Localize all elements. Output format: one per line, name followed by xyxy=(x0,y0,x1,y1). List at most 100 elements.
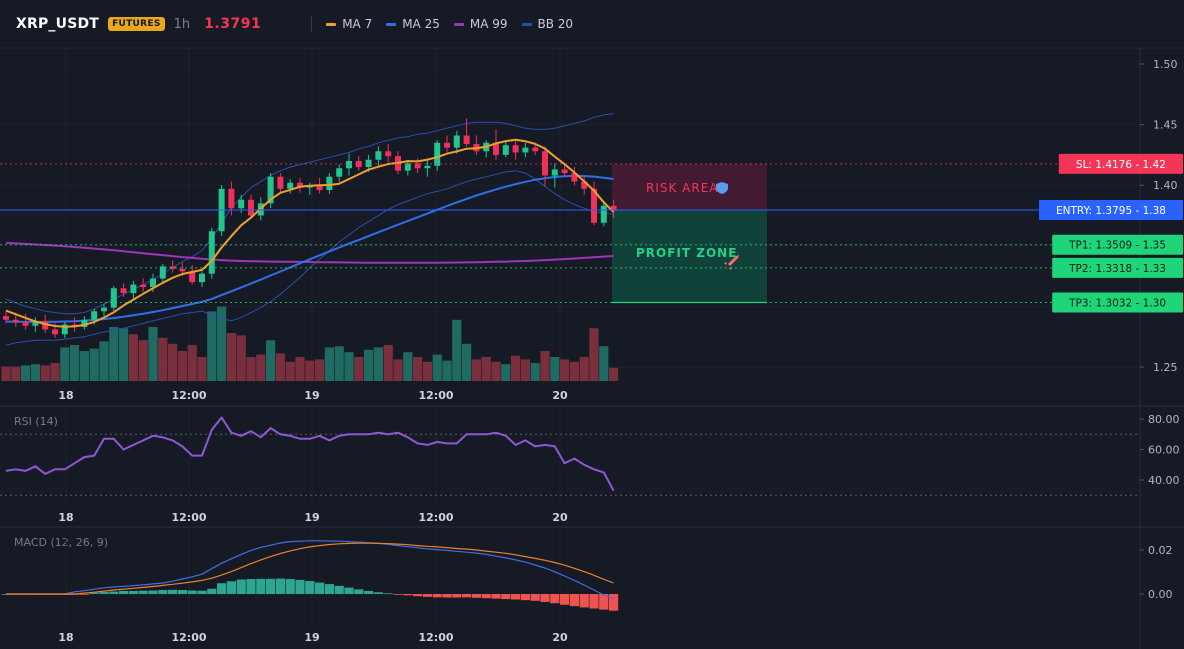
ma99-line xyxy=(5,241,614,264)
volume-bar xyxy=(452,319,462,381)
symbol-name[interactable]: XRP_USDT xyxy=(16,16,100,32)
level-label: ENTRY: 1.3795 - 1.38 xyxy=(1056,205,1166,217)
candle-body xyxy=(522,147,529,153)
macd-histogram-bar xyxy=(177,590,187,594)
macd-histogram-bar xyxy=(99,592,109,594)
volume-bar xyxy=(540,351,550,381)
volume-bar xyxy=(413,357,423,381)
legend-ma7[interactable]: MA 7 xyxy=(326,17,372,31)
macd-histogram-bar xyxy=(148,590,158,594)
candle-body xyxy=(365,159,372,168)
profit-zone xyxy=(612,210,767,303)
macd-histogram-bar xyxy=(285,579,295,594)
volume-bar xyxy=(50,363,60,381)
rsi-tick-label: 80.00 xyxy=(1148,413,1180,426)
macd-tick-label: 0.00 xyxy=(1148,588,1173,601)
candle-body xyxy=(600,205,607,223)
volume-bar xyxy=(70,345,80,381)
candle-body xyxy=(22,322,29,326)
candle-body xyxy=(61,324,68,335)
time-tick-label: 12:00 xyxy=(418,389,453,402)
candle-body xyxy=(91,311,98,320)
bb-lower-line xyxy=(5,170,614,346)
macd-histogram-bar xyxy=(393,594,403,595)
candle-body xyxy=(355,160,362,168)
candle-body xyxy=(453,135,460,148)
volume-bar xyxy=(364,349,374,381)
bb20-swatch xyxy=(521,22,532,26)
volume-bar xyxy=(569,361,579,381)
volume-bar xyxy=(168,343,178,381)
candle-body xyxy=(101,307,107,312)
legend-ma99[interactable]: MA 99 xyxy=(453,17,508,31)
level-badge xyxy=(1052,292,1183,313)
level-badge xyxy=(1058,153,1183,174)
volume-bar xyxy=(256,354,266,381)
volume-bar xyxy=(11,366,21,381)
volume-bar xyxy=(89,348,99,381)
candle-body xyxy=(610,205,617,211)
volume-bar xyxy=(373,347,383,381)
profit-zone-label: PROFIT ZONE xyxy=(636,246,737,260)
macd-histogram-bar xyxy=(422,594,432,597)
legend-label: MA 25 xyxy=(402,17,440,31)
volume-bar xyxy=(236,335,246,381)
candle-body xyxy=(179,268,186,272)
volume-bar xyxy=(432,354,442,381)
legend-bb20[interactable]: BB 20 xyxy=(521,17,573,31)
macd-histogram-bar xyxy=(256,578,266,594)
macd-histogram-bar xyxy=(452,594,462,598)
volume-bar xyxy=(462,343,472,381)
chart-header: XRP_USDT FUTURES 1h 1.3791 MA 7 MA 25 MA… xyxy=(0,0,1184,48)
risk-area-label: RISK AREA xyxy=(646,181,719,195)
macd-histogram-bar xyxy=(403,594,413,596)
macd-time-label: 12:00 xyxy=(418,631,453,644)
macd-histogram-bar xyxy=(334,585,344,594)
time-tick-label: 19 xyxy=(304,389,319,402)
volume-bar xyxy=(315,359,325,381)
macd-histogram-bar xyxy=(579,594,589,608)
price-tick-label: 1.45 xyxy=(1153,119,1178,132)
macd-histogram-bar xyxy=(324,584,334,594)
volume-bar xyxy=(550,357,560,381)
volume-bar xyxy=(354,357,364,381)
timeframe-selector[interactable]: 1h xyxy=(173,16,191,32)
volume-bar xyxy=(109,327,119,381)
candle-body xyxy=(375,151,382,160)
rsi-title: RSI (14) xyxy=(14,415,58,428)
candle-body xyxy=(404,163,411,171)
macd-histogram-bar xyxy=(462,594,472,598)
volume-bar xyxy=(1,366,11,381)
rsi-time-label: 12:00 xyxy=(418,511,453,524)
macd-histogram-bar xyxy=(383,593,393,595)
volume-bar xyxy=(177,351,187,381)
legend-ma25[interactable]: MA 25 xyxy=(386,17,440,31)
candle-body xyxy=(169,266,176,269)
header-divider xyxy=(311,16,313,32)
candle-body xyxy=(208,231,215,274)
volume-bar xyxy=(197,357,207,381)
macd-histogram-bar xyxy=(197,590,207,594)
candle-body xyxy=(238,199,245,209)
macd-histogram-bar xyxy=(187,590,197,594)
volume-bar xyxy=(158,337,168,381)
candle-body xyxy=(199,273,205,283)
candle-body xyxy=(228,188,235,209)
macd-histogram-bar xyxy=(599,594,609,610)
candle-body xyxy=(551,169,558,176)
level-badge xyxy=(1039,200,1183,221)
candle-body xyxy=(326,176,333,191)
macd-histogram-bar xyxy=(560,594,570,605)
macd-histogram-bar xyxy=(432,594,442,598)
time-tick-label: 12:00 xyxy=(171,389,206,402)
candle-body xyxy=(463,135,470,144)
volume-bar xyxy=(403,352,413,381)
macd-histogram-bar xyxy=(354,589,364,594)
macd-histogram-bar xyxy=(305,581,315,594)
volume-bar xyxy=(491,361,501,381)
candle-body xyxy=(120,288,127,294)
level-badge xyxy=(1052,234,1183,255)
volume-bar xyxy=(285,361,295,381)
macd-histogram-bar xyxy=(89,592,99,594)
volume-bar xyxy=(128,334,138,381)
